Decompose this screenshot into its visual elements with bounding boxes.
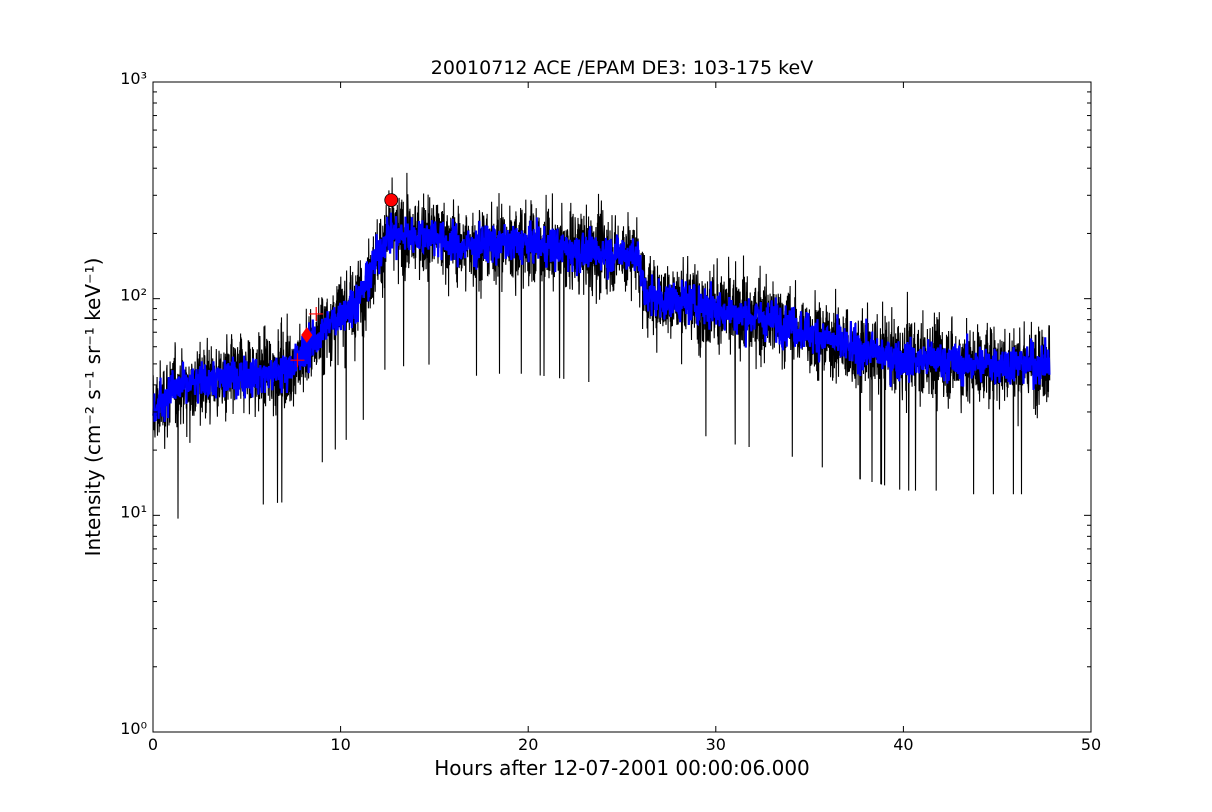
x-axis-ticks: 0 10 20 30 40 50 — [148, 82, 1101, 754]
peak-circle-marker — [384, 193, 399, 208]
plus-marker — [290, 353, 305, 368]
x-tick-label: 30 — [706, 735, 726, 754]
y-tick-label: 10³ — [120, 69, 147, 88]
smoothed-data-series — [151, 212, 1051, 422]
x-tick-label: 20 — [518, 735, 538, 754]
raw-intensity-line — [152, 172, 1051, 519]
x-tick-label: 0 — [148, 735, 158, 754]
x-tick-label: 50 — [1081, 735, 1101, 754]
x-axis-label: Hours after 12-07-2001 00:00:06.000 — [434, 756, 810, 780]
chart-title: 20010712 ACE /EPAM DE3: 103-175 keV — [431, 57, 813, 79]
event-markers — [290, 193, 399, 368]
raw-data-series — [152, 172, 1051, 519]
y-tick-label: 10¹ — [120, 502, 147, 521]
x-tick-label: 40 — [893, 735, 913, 754]
y-tick-label: 10⁰ — [120, 719, 147, 738]
diamond-marker — [301, 327, 313, 343]
x-tick-label: 10 — [330, 735, 350, 754]
plot-frame — [152, 81, 1092, 733]
plus-marker — [309, 306, 324, 321]
y-axis-label: Intensity (cm⁻² s⁻¹ sr⁻¹ keV⁻¹) — [81, 258, 105, 557]
y-axis-ticks: 10⁰ 10¹ 10² 10³ — [120, 69, 1091, 738]
smoothed-intensity-line — [151, 212, 1051, 422]
plot-background — [153, 82, 1091, 732]
y-tick-label: 10² — [120, 286, 147, 305]
